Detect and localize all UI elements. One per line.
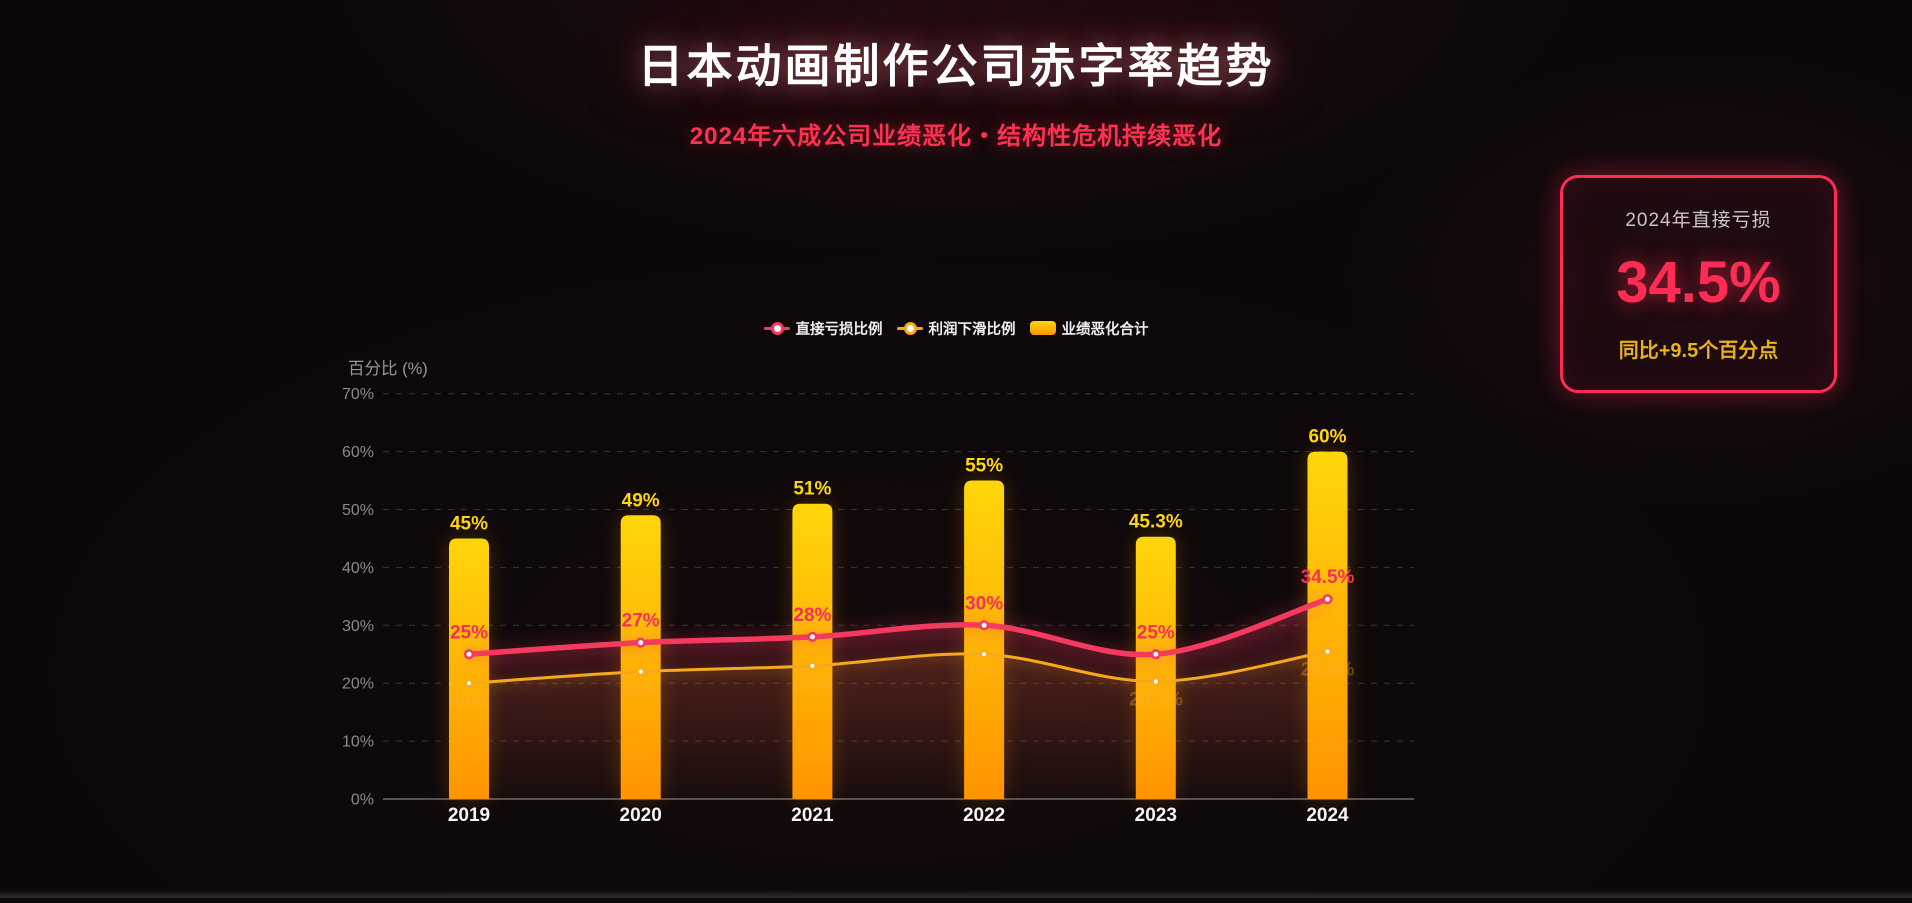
profit-decline-point[interactable]	[465, 679, 473, 688]
pink-line-dot-marker-icon	[763, 321, 790, 335]
yellow-line-dot-marker-icon	[896, 321, 923, 335]
bar-value-label: 49%	[622, 490, 660, 511]
legend-item-total-worsening[interactable]: 业绩恶化合计	[1029, 318, 1149, 339]
stat-card-delta: 同比+9.5个百分点	[1618, 340, 1779, 362]
direct-loss-point[interactable]	[978, 620, 990, 631]
legend-label: 业绩恶化合计	[1061, 321, 1149, 338]
profit-decline-point-label: 23%	[793, 674, 831, 695]
y-tick-label: 60%	[342, 444, 374, 461]
stat-card-label: 2024年直接亏损	[1625, 210, 1772, 231]
stat-card: 2024年直接亏损 34.5% 同比+9.5个百分点	[1560, 175, 1837, 393]
direct-loss-point[interactable]	[1322, 594, 1333, 605]
legend-item-profit-decline[interactable]: 利润下滑比例	[896, 318, 1016, 339]
x-tick-label-2024: 2024	[1306, 805, 1349, 826]
direct-loss-point-label: 27%	[622, 611, 660, 632]
bottom-edge-strip	[0, 890, 1912, 898]
bar-value-label: 55%	[965, 456, 1003, 477]
x-tick-label-2019: 2019	[448, 805, 490, 826]
bar-2021[interactable]	[792, 503, 833, 799]
bar-value-label: 60%	[1308, 427, 1346, 448]
y-tick-label: 40%	[342, 560, 374, 577]
profit-decline-line	[467, 649, 1329, 685]
direct-loss-area	[469, 599, 1328, 799]
bar-marker-icon	[1029, 321, 1056, 335]
y-tick-label: 0%	[351, 792, 374, 809]
y-axis-title: 百分比 (%)	[348, 359, 428, 378]
direct-loss-point-label: 25%	[1137, 622, 1175, 643]
x-tick-label-2022: 2022	[963, 805, 1005, 826]
legend-item-direct-loss[interactable]: 直接亏损比例	[763, 318, 883, 339]
y-tick-label: 30%	[342, 618, 374, 635]
profit-decline-point-label: 25%	[965, 662, 1003, 683]
x-tick-label-2020: 2020	[620, 805, 662, 826]
page-subtitle: 2024年六成公司业绩恶化・结构性危机持续恶化	[689, 123, 1223, 150]
y-tick-label: 10%	[342, 734, 374, 751]
y-tick-label: 20%	[342, 676, 374, 693]
y-tick-label: 50%	[342, 502, 374, 519]
bar-2024[interactable]	[1307, 451, 1348, 799]
profit-decline-point[interactable]	[808, 661, 817, 670]
stat-card-value: 34.5%	[1616, 250, 1781, 315]
page-header: 日本动画制作公司赤字率趋势 2024年六成公司业绩恶化・结构性危机持续恶化	[0, 30, 1912, 151]
bar-2019[interactable]	[449, 538, 489, 799]
profit-decline-point-label: 22%	[622, 680, 660, 701]
profit-decline-point-label: 20%	[450, 691, 488, 712]
bar-2022[interactable]	[964, 480, 1005, 799]
page-title: 日本动画制作公司赤字率趋势	[637, 40, 1275, 92]
direct-loss-point-label: 25%	[450, 622, 488, 643]
profit-decline-point[interactable]	[1151, 677, 1160, 686]
direct-loss-point[interactable]	[463, 649, 475, 660]
legend-label: 直接亏损比例	[795, 321, 883, 338]
direct-loss-point-label: 34.5%	[1301, 567, 1355, 588]
profit-decline-point[interactable]	[1323, 647, 1332, 656]
legend-label: 利润下滑比例	[928, 321, 1016, 338]
profit-decline-point-label: 25.5%	[1301, 659, 1355, 680]
bar-value-label: 45.3%	[1129, 512, 1183, 533]
direct-loss-line	[466, 596, 1331, 658]
bar-2023[interactable]	[1135, 536, 1176, 799]
bar-value-label: 45%	[450, 513, 488, 534]
y-tick-label: 70%	[342, 386, 374, 403]
direct-loss-point[interactable]	[1150, 649, 1161, 660]
direct-loss-point-label: 30%	[965, 593, 1003, 614]
profit-decline-point-label: 20.3%	[1129, 689, 1183, 710]
profit-decline-point[interactable]	[636, 667, 645, 676]
direct-loss-point[interactable]	[807, 631, 818, 642]
chart-legend: 直接亏损比例 利润下滑比例 业绩恶化合计	[0, 315, 1912, 341]
bar-2020[interactable]	[620, 515, 661, 799]
profit-decline-point[interactable]	[980, 650, 988, 659]
x-tick-label-2021: 2021	[791, 805, 834, 826]
direct-loss-point-label: 28%	[793, 605, 831, 626]
bar-value-label: 51%	[793, 479, 831, 500]
x-tick-label-2023: 2023	[1135, 805, 1177, 826]
direct-loss-point[interactable]	[635, 637, 646, 648]
